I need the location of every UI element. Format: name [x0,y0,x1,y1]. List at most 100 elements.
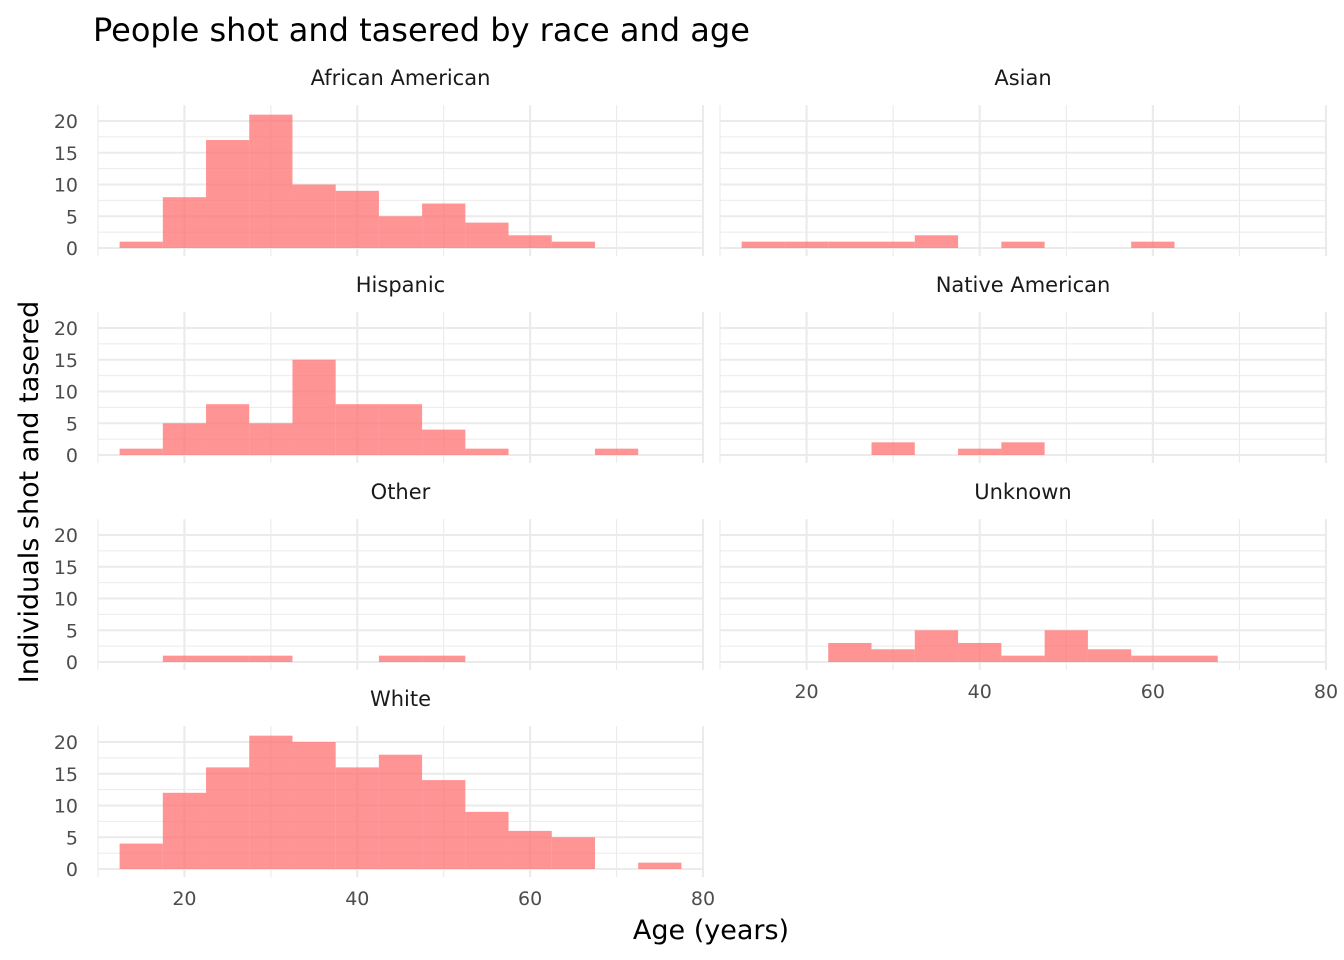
histogram-bar [378,404,423,455]
y-axis-label: Individuals shot and tasered [14,301,45,683]
facet-african-american: African American 0 5 10 15 20 [54,66,705,260]
y-tick-label: 5 [66,827,78,849]
histogram-bar [206,655,250,662]
histogram-bar [1174,655,1218,662]
histogram-bar [162,792,207,869]
histogram-bar [119,241,163,248]
histogram-bar [1131,655,1175,662]
y-tick-label: 20 [54,732,78,754]
facet-white: White 0 5 10 15 20 20 40 60 80 [54,687,715,910]
y-tick-label: 0 [66,859,78,881]
histogram-bar [292,742,336,869]
facet-strip-label: Asian [994,66,1051,90]
facet-native-american: Native American [719,273,1328,463]
chart-title: People shot and tasered by race and age [93,11,750,49]
histogram-bar [551,241,595,248]
histogram-bar [292,359,336,455]
y-tick-label: 20 [54,111,78,133]
histogram-bar [422,655,466,662]
facet-strip-label: African American [311,66,491,90]
y-tick-label: 10 [54,589,78,611]
histogram-bar [1001,241,1045,248]
x-tick-label: 40 [345,888,369,910]
x-tick-label: 60 [1141,681,1165,703]
histogram-bar [206,404,250,455]
x-tick-label: 80 [691,888,715,910]
facet-strip-label: White [370,687,431,711]
facet-strip-label: Hispanic [356,273,445,297]
y-tick-label: 5 [66,413,78,435]
histogram-bar [508,830,552,869]
y-tick-label: 0 [66,238,78,260]
histogram-bar [1001,655,1045,662]
facet-strip-label: Unknown [974,480,1071,504]
histogram-bar [465,448,509,455]
histogram-bar [119,843,163,869]
facet-strip-label: Native American [936,273,1111,297]
histogram-bar [378,655,423,662]
histogram-bar [551,837,595,869]
y-tick-label: 20 [54,318,78,340]
histogram-bar [828,642,872,662]
y-tick-label: 5 [66,620,78,642]
histogram-bar [422,203,466,248]
histogram-bar [465,811,509,869]
y-tick-label: 15 [54,350,78,372]
histogram-bar [871,442,915,455]
histogram-bar [335,767,379,869]
histogram-bar [465,222,509,248]
histogram-bar [162,197,207,248]
histogram-bar [249,423,293,455]
histogram-bar [249,655,293,662]
y-tick-label: 20 [54,525,78,547]
y-tick-label: 15 [54,143,78,165]
y-tick-label: 10 [54,382,78,404]
histogram-bar [378,216,423,248]
x-tick-label: 60 [518,888,542,910]
y-tick-label: 10 [54,175,78,197]
histogram-bar [871,649,915,662]
facet-unknown: Unknown 20 40 60 80 [719,480,1338,703]
histogram-bar [784,241,829,248]
y-tick-label: 10 [54,796,78,818]
histogram-bar [828,241,872,248]
histogram-bar [871,241,915,248]
y-tick-label: 5 [66,206,78,228]
histogram-bar [741,241,785,248]
x-tick-label: 20 [172,888,196,910]
facet-other: Other 0 5 10 15 20 [54,480,705,674]
histogram-bar [1087,649,1132,662]
histogram-bar [958,642,1002,662]
x-tick-label: 40 [968,681,992,703]
histogram-bar [292,184,336,248]
histogram-bar [508,235,552,248]
y-tick-label: 15 [54,764,78,786]
histogram-bar [378,754,423,869]
histogram-bar [422,429,466,455]
histogram-bar [422,780,466,869]
histogram-bar [1044,630,1088,662]
histogram-bar [119,448,163,455]
histogram-bar [206,140,250,248]
histogram-bar [206,767,250,869]
facet-strip-label: Other [371,480,431,504]
histogram-bar [335,404,379,455]
histogram-bar [914,630,959,662]
facet-panels: African American 0 5 10 15 20 Asian Hispanic 0 5 1… [54,66,1338,910]
histogram-bar [1001,442,1045,455]
facet-asian: Asian [719,66,1328,256]
histogram-bar [249,735,293,869]
facet-hispanic: Hispanic 0 5 10 15 20 [54,273,705,467]
histogram-bar [249,114,293,249]
histogram-bar [914,235,959,248]
y-tick-label: 0 [66,652,78,674]
x-axis-label: Age (years) [633,915,789,946]
y-tick-label: 0 [66,445,78,467]
histogram-bar [162,423,207,455]
histogram-bar [594,448,639,455]
x-tick-label: 20 [794,681,818,703]
histogram-bar [958,448,1002,455]
x-tick-label: 80 [1314,681,1338,703]
histogram-bar [162,655,207,662]
